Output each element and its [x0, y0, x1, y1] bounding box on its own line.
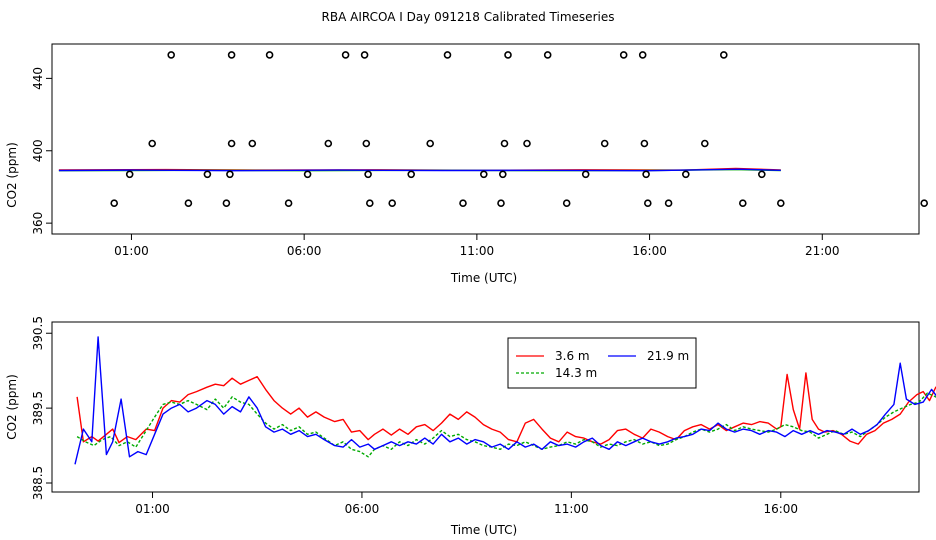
bottom-x-axis: 01:00 06:00 11:00 16:00 — [135, 492, 798, 516]
bottom-y-label: CO2 (ppm) — [5, 374, 19, 440]
top-outlier-point — [265, 51, 274, 59]
top-outlier-point — [498, 170, 507, 179]
top-x-tick-label: 11:00 — [460, 244, 495, 258]
bottom-x-tick-label: 01:00 — [135, 502, 170, 516]
top-y-tick-label: 400 — [31, 139, 45, 162]
top-outlier-point — [284, 199, 293, 207]
top-y-tick-label: 360 — [31, 212, 45, 235]
top-outlier-points — [110, 51, 929, 207]
top-outlier-point — [500, 139, 509, 148]
top-outlier-point — [479, 170, 488, 179]
bottom-x-tick-label: 16:00 — [763, 502, 798, 516]
top-outlier-point — [324, 139, 333, 148]
series-line-14-3-m — [76, 392, 936, 458]
bottom-x-tick-label: 11:00 — [554, 502, 589, 516]
bottom-y-tick-label: 389.5 — [31, 391, 45, 425]
top-outlier-point — [459, 199, 467, 207]
top-outlier-point — [388, 199, 397, 207]
top-outlier-point — [227, 139, 236, 148]
top-outlier-point — [203, 170, 212, 179]
top-outlier-point — [920, 199, 929, 207]
bottom-y-tick-label: 390.5 — [31, 316, 45, 350]
top-x-tick-label: 16:00 — [632, 244, 667, 258]
bottom-x-tick-label: 06:00 — [345, 502, 380, 516]
top-outlier-point — [362, 139, 371, 148]
top-outlier-point — [719, 51, 728, 59]
bottom-x-label: Time (UTC) — [450, 523, 517, 537]
top-plot-frame — [51, 43, 920, 235]
legend: 3.6 m 21.9 m 14.3 m — [507, 337, 697, 389]
series-line-3-6-m — [76, 372, 936, 445]
top-outlier-point — [700, 139, 709, 148]
legend-label-3-6m: 3.6 m — [555, 349, 590, 363]
top-outlier-point — [227, 51, 236, 59]
bottom-y-tick-label: 388.5 — [31, 466, 45, 500]
top-outlier-point — [341, 51, 350, 59]
legend-box — [507, 337, 697, 389]
top-outlier-point — [148, 139, 156, 148]
top-outlier-point — [543, 51, 552, 59]
legend-label-14-3m: 14.3 m — [555, 366, 597, 380]
top-outlier-point — [562, 199, 571, 207]
top-outlier-point — [643, 199, 652, 207]
top-outlier-point — [581, 170, 590, 179]
top-outlier-point — [407, 170, 416, 179]
bottom-panel: 01:00 06:00 11:00 16:00 388.5 389.5 390.5 Tim… — [5, 316, 936, 537]
top-x-tick-label: 21:00 — [805, 244, 840, 258]
top-outlier-point — [364, 170, 372, 179]
top-outlier-point — [757, 170, 766, 179]
top-outlier-point — [504, 51, 512, 59]
top-outlier-point — [600, 139, 609, 148]
top-outlier-point — [640, 139, 649, 148]
top-outlier-point — [523, 139, 531, 148]
top-x-tick-label: 01:00 — [114, 244, 149, 258]
legend-label-21-9m: 21.9 m — [647, 349, 689, 363]
top-outlier-point — [303, 170, 312, 179]
top-x-tick-label: 06:00 — [287, 244, 322, 258]
figure-title: RBA AIRCOA I Day 091218 Calibrated Times… — [322, 10, 615, 24]
top-outlier-point — [776, 199, 785, 207]
top-outlier-point — [360, 51, 369, 59]
top-outlier-point — [167, 51, 175, 59]
series-line-21-9-m — [74, 336, 936, 465]
top-outlier-point — [443, 51, 452, 59]
top-outlier-point — [681, 170, 690, 179]
bottom-y-axis: 388.5 389.5 390.5 — [31, 316, 52, 500]
top-panel: 01:00 06:00 11:00 16:00 21:00 360 400 440 Time… — [5, 43, 929, 285]
top-outlier-point — [738, 199, 747, 207]
bottom-series-lines — [74, 336, 936, 465]
top-outlier-point — [426, 139, 435, 148]
top-outlier-point — [638, 51, 647, 59]
top-series-baseline-blue — [58, 168, 781, 172]
top-y-axis: 360 400 440 — [31, 67, 52, 235]
top-x-label: Time (UTC) — [450, 271, 517, 285]
top-outlier-point — [184, 199, 193, 207]
bottom-plot-frame — [51, 321, 920, 493]
top-y-tick-label: 440 — [31, 67, 45, 90]
top-outlier-point — [226, 170, 234, 179]
top-outlier-point — [497, 199, 505, 207]
top-outlier-point — [365, 199, 374, 207]
top-baseline-lines — [58, 167, 781, 172]
top-x-axis: 01:00 06:00 11:00 16:00 21:00 — [114, 234, 840, 258]
top-outlier-point — [125, 170, 134, 179]
top-outlier-point — [222, 199, 231, 207]
top-outlier-point — [110, 199, 118, 207]
top-y-label: CO2 (ppm) — [5, 142, 19, 208]
top-outlier-point — [248, 139, 257, 148]
top-outlier-point — [664, 199, 673, 207]
top-outlier-point — [619, 51, 628, 59]
top-outlier-point — [642, 170, 650, 179]
